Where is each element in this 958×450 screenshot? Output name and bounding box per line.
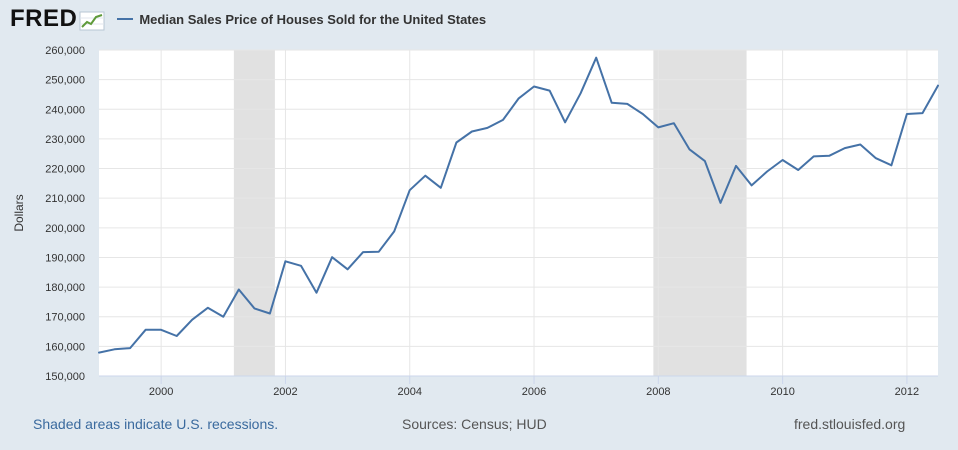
y-tick-label: 200,000 xyxy=(45,223,85,235)
y-tick-label: 190,000 xyxy=(45,252,85,264)
data-point xyxy=(392,229,396,233)
data-point xyxy=(936,84,940,88)
chart-footer: Shaded areas indicate U.S. recessions. S… xyxy=(0,414,958,436)
data-point xyxy=(920,111,924,115)
data-point xyxy=(268,311,272,315)
x-tick-label: 2008 xyxy=(646,386,670,398)
data-point xyxy=(501,118,505,122)
data-point xyxy=(750,183,754,187)
data-point xyxy=(594,56,598,60)
y-tick-label: 150,000 xyxy=(45,371,85,383)
data-point xyxy=(517,97,521,101)
data-point xyxy=(470,130,474,134)
data-point xyxy=(812,154,816,158)
data-point xyxy=(159,328,163,332)
data-point xyxy=(237,287,241,291)
x-tick-label: 2004 xyxy=(397,386,421,398)
data-point xyxy=(548,89,552,93)
chart-area: 150,000 160,000 170,000 180,000 190,000 200,0… xyxy=(0,38,958,408)
data-point xyxy=(252,306,256,310)
data-point xyxy=(579,91,583,95)
fred-logo[interactable]: FRED xyxy=(10,5,78,32)
data-point xyxy=(827,154,831,158)
line-chart: 150,000 160,000 170,000 180,000 190,000 200,0… xyxy=(12,45,940,398)
data-point xyxy=(796,168,800,172)
data-point xyxy=(283,259,287,263)
data-point xyxy=(346,267,350,271)
x-tick-label: 2010 xyxy=(770,386,794,398)
data-point xyxy=(874,156,878,160)
data-point xyxy=(128,346,132,350)
x-tick-label: 2000 xyxy=(149,386,173,398)
data-point xyxy=(765,170,769,174)
y-axis-label: Dollars xyxy=(12,194,26,231)
data-point xyxy=(532,84,536,88)
data-point xyxy=(703,159,707,163)
data-point xyxy=(563,120,567,124)
data-point xyxy=(315,291,319,295)
legend: Median Sales Price of Houses Sold for th… xyxy=(117,12,486,27)
x-tick-label: 2012 xyxy=(895,386,919,398)
y-tick-label: 180,000 xyxy=(45,282,85,294)
data-point xyxy=(423,174,427,178)
data-point xyxy=(610,101,614,105)
data-point xyxy=(144,328,148,332)
data-point xyxy=(734,164,738,168)
data-point xyxy=(299,264,303,268)
data-point xyxy=(672,121,676,125)
y-tick-label: 220,000 xyxy=(45,164,85,176)
data-point xyxy=(206,306,210,310)
y-tick-label: 240,000 xyxy=(45,104,85,116)
y-tick-label: 210,000 xyxy=(45,193,85,205)
data-point xyxy=(221,315,225,319)
series-line-0 xyxy=(98,56,939,354)
data-point xyxy=(656,125,660,129)
x-tick-label: 2002 xyxy=(273,386,297,398)
legend-line-swatch xyxy=(117,18,134,20)
data-point xyxy=(889,163,893,167)
data-point xyxy=(843,146,847,150)
y-tick-label: 170,000 xyxy=(45,312,85,324)
x-tick-label: 2006 xyxy=(522,386,546,398)
data-point xyxy=(454,140,458,144)
fred-graph-icon xyxy=(79,11,105,31)
y-tick-label: 260,000 xyxy=(45,45,85,57)
data-point xyxy=(330,255,334,259)
data-point xyxy=(687,147,691,151)
data-point xyxy=(781,158,785,162)
sources-text: Sources: Census; HUD xyxy=(402,416,547,432)
data-point xyxy=(439,186,443,190)
data-point xyxy=(97,351,101,355)
y-tick-label: 160,000 xyxy=(45,341,85,353)
recession-note-link[interactable]: Shaded areas indicate U.S. recessions. xyxy=(33,416,279,432)
chart-header: FRED Median Sales Price of Houses Sold f… xyxy=(10,4,486,34)
site-url[interactable]: fred.stlouisfed.org xyxy=(794,416,906,432)
data-point xyxy=(718,201,722,205)
data-point xyxy=(408,188,412,192)
data-point xyxy=(113,347,117,351)
data-point xyxy=(361,250,365,254)
data-point xyxy=(377,250,381,254)
recession-band-0 xyxy=(233,50,275,376)
data-point xyxy=(190,318,194,322)
data-point xyxy=(641,112,645,116)
y-tick-label: 250,000 xyxy=(45,75,85,87)
data-point xyxy=(858,143,862,147)
recession-band-1 xyxy=(653,50,747,376)
data-point xyxy=(905,112,909,116)
data-point xyxy=(625,102,629,106)
legend-series-label: Median Sales Price of Houses Sold for th… xyxy=(139,11,487,27)
data-point xyxy=(175,334,179,338)
data-point xyxy=(485,126,489,130)
y-tick-label: 230,000 xyxy=(45,134,85,146)
